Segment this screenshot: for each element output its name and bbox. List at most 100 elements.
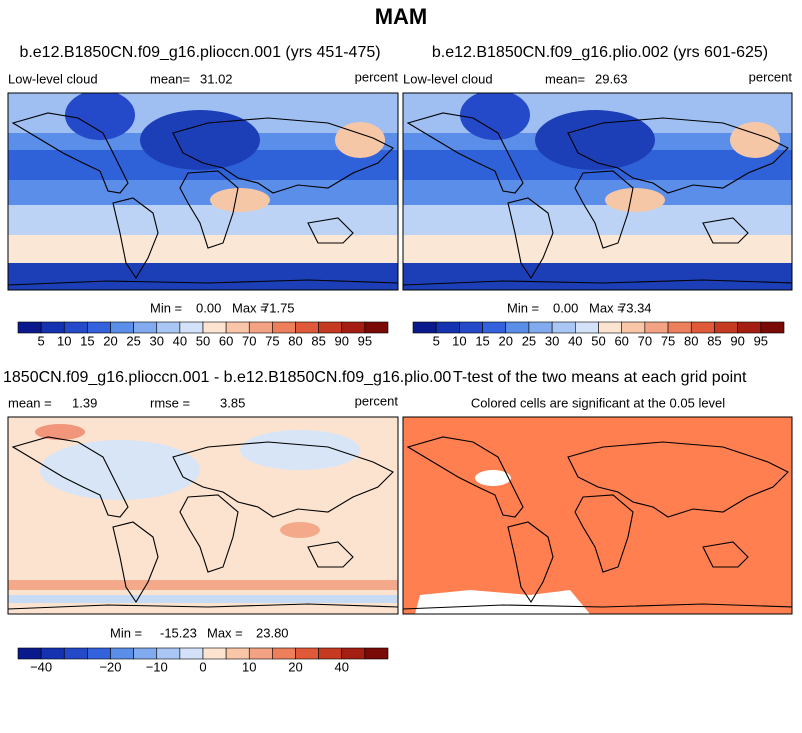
colorbar-box bbox=[737, 321, 762, 334]
colorbar-box bbox=[435, 321, 460, 334]
colorbar-box bbox=[598, 321, 622, 334]
panel-title: T-test of the two means at each grid poi… bbox=[453, 369, 747, 386]
colorbar-box bbox=[760, 321, 785, 334]
rmse-label: rmse = bbox=[150, 395, 190, 410]
colorbar-box bbox=[133, 647, 158, 660]
panel-subtitle: Colored cells are significant at the 0.0… bbox=[471, 395, 725, 410]
min-label: Min = bbox=[110, 625, 142, 640]
colorbar-box bbox=[133, 321, 158, 334]
colorbar-box bbox=[179, 321, 204, 334]
colorbar-label: 20 bbox=[103, 333, 117, 348]
colorbar-label: 95 bbox=[754, 333, 768, 348]
colorbar-label: 30 bbox=[150, 333, 164, 348]
colorbar-box bbox=[551, 321, 576, 334]
colorbar-label: 70 bbox=[638, 333, 652, 348]
colorbar-label: 5 bbox=[433, 333, 440, 348]
colorbar-box bbox=[621, 321, 646, 334]
colorbar-box bbox=[318, 321, 343, 334]
colorbar-box bbox=[505, 321, 530, 334]
colorbar-box bbox=[482, 321, 507, 334]
max-label: Max = bbox=[207, 625, 243, 640]
colorbar-label: 60 bbox=[614, 333, 628, 348]
max-label: Max = bbox=[589, 300, 625, 315]
mean-value: 31.02 bbox=[200, 71, 233, 86]
panel-title: b.e12.B1850CN.f09_g16.plio.002 (yrs 601-… bbox=[432, 44, 768, 61]
min-label: Min = bbox=[507, 300, 539, 315]
units: percent bbox=[355, 69, 399, 84]
colorbar-label: −20 bbox=[99, 659, 121, 674]
colorbar-box bbox=[156, 647, 181, 660]
colorbar-label: 25 bbox=[522, 333, 536, 348]
units: percent bbox=[355, 393, 399, 408]
colorbar-label: 25 bbox=[126, 333, 140, 348]
colorbar-box bbox=[202, 647, 227, 660]
colorbar-label: 5 bbox=[38, 333, 45, 348]
units: percent bbox=[749, 69, 793, 84]
colorbar-box bbox=[40, 647, 65, 660]
colorbar-box bbox=[156, 321, 181, 334]
colorbar-box bbox=[295, 321, 319, 334]
max-value: 73.34 bbox=[619, 300, 652, 315]
colorbar-box bbox=[318, 647, 343, 660]
map bbox=[403, 417, 792, 614]
colorbar-box bbox=[667, 321, 692, 334]
colorbar-box bbox=[459, 321, 483, 334]
colorbar-box bbox=[575, 321, 599, 334]
colorbar-label: 40 bbox=[568, 333, 582, 348]
colorbar-label: 60 bbox=[219, 333, 233, 348]
colorbar-box bbox=[295, 647, 319, 660]
colorbar-box bbox=[714, 321, 738, 334]
colorbar-label: 10 bbox=[57, 333, 71, 348]
min-label: Min = bbox=[150, 300, 182, 315]
colorbar-label: 0 bbox=[199, 659, 206, 674]
mean-value: 29.63 bbox=[595, 71, 628, 86]
colorbar-box bbox=[202, 321, 227, 334]
title-backing bbox=[452, 366, 797, 390]
max-value: 71.75 bbox=[262, 300, 295, 315]
colorbar-box bbox=[341, 321, 366, 334]
mean-label: mean = bbox=[8, 395, 52, 410]
colorbars: 5 10 15 20 25 30 40 50 60 70 75 80 85 90 95 5 10 15 20 25 30… bbox=[17, 321, 785, 674]
colorbar-box bbox=[63, 321, 88, 334]
colorbar-label: 50 bbox=[196, 333, 210, 348]
colorbar-label: 75 bbox=[661, 333, 675, 348]
colorbar-box bbox=[272, 647, 296, 660]
colorbar-box bbox=[225, 321, 250, 334]
mean-label: mean= bbox=[150, 71, 190, 86]
map-frame bbox=[7, 92, 399, 291]
colorbar-label: 20 bbox=[288, 659, 302, 674]
max-label: Max = bbox=[232, 300, 268, 315]
panel-title: 1850CN.f09_g16.plioccn.001 - b.e12.B1850… bbox=[3, 369, 460, 386]
map-frame bbox=[402, 92, 793, 291]
max-value: 23.80 bbox=[256, 625, 289, 640]
min-value: 0.00 bbox=[196, 300, 221, 315]
colorbar-label: 10 bbox=[242, 659, 256, 674]
colorbar-box bbox=[63, 647, 88, 660]
variable-label: Low-level cloud bbox=[403, 71, 493, 86]
colorbar-label: 40 bbox=[335, 659, 349, 674]
colorbar-label: 90 bbox=[730, 333, 744, 348]
colorbar-label: 85 bbox=[311, 333, 325, 348]
colorbar-label: 90 bbox=[335, 333, 349, 348]
map bbox=[403, 93, 792, 290]
colorbar-box bbox=[87, 647, 111, 660]
colorbar-label: 75 bbox=[265, 333, 279, 348]
colorbar-box bbox=[528, 321, 553, 334]
map-frame bbox=[7, 416, 399, 615]
mean-value: 1.39 bbox=[72, 395, 97, 410]
colorbar-box bbox=[40, 321, 65, 334]
colorbar-box bbox=[364, 321, 389, 334]
colorbar-label: 30 bbox=[545, 333, 559, 348]
colorbar-box bbox=[644, 321, 669, 334]
colorbar-box bbox=[248, 647, 273, 660]
colorbar-box bbox=[364, 647, 389, 660]
colorbar-label: 50 bbox=[591, 333, 605, 348]
map bbox=[8, 417, 398, 614]
colorbar-box bbox=[17, 647, 42, 660]
colorbar-box bbox=[690, 321, 715, 334]
colorbar-label: 10 bbox=[452, 333, 466, 348]
colorbar-label: 80 bbox=[684, 333, 698, 348]
colorbar-label: 95 bbox=[358, 333, 372, 348]
colorbar-label: −10 bbox=[146, 659, 168, 674]
